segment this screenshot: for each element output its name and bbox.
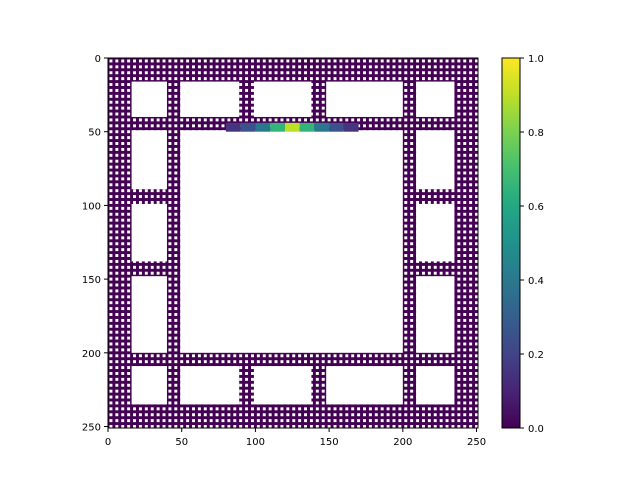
x-tick-label: 250 (467, 437, 486, 448)
hotspot-cell (255, 122, 271, 132)
colorbar-tick-label: 0.6 (528, 202, 544, 213)
x-tick-label: 150 (320, 437, 339, 448)
lattice-band (166, 58, 181, 428)
lattice-band (454, 58, 478, 428)
x-tick-label: 50 (175, 437, 188, 448)
y-tick-label: 100 (82, 201, 101, 212)
lattice-band (407, 261, 478, 277)
hotspot-cell (240, 122, 256, 132)
x-axis: 0 50 100 150 200 250 (105, 428, 486, 448)
heatmap-image (108, 58, 478, 428)
lattice-band (108, 58, 132, 428)
lattice-band (239, 58, 254, 129)
colorbar-tick-label: 0.2 (528, 350, 544, 361)
x-tick-label: 0 (105, 437, 111, 448)
lattice-band (108, 189, 179, 204)
hotspot-cell (299, 122, 315, 132)
y-tick-label: 150 (82, 275, 101, 286)
lattice-band (311, 58, 327, 129)
hotspot-cell (314, 122, 330, 132)
colorbar-tick-label: 1.0 (528, 54, 544, 65)
lattice-band (311, 357, 327, 428)
lattice-band (239, 357, 254, 428)
x-tick-label: 100 (246, 437, 265, 448)
y-tick-label: 250 (82, 423, 101, 434)
x-tick-label: 200 (393, 437, 412, 448)
lattice-band (108, 58, 478, 82)
hotspot-cell (329, 122, 344, 132)
hotspot-cell (270, 122, 285, 132)
y-axis: 0 50 100 150 200 250 (82, 54, 108, 434)
lattice-band (402, 58, 417, 428)
colorbar (501, 57, 521, 429)
y-tick-label: 200 (82, 349, 101, 360)
hotspot-cell (284, 122, 300, 132)
lattice-band (108, 404, 478, 428)
hotspot-cell (225, 122, 241, 132)
y-tick-label: 0 (95, 54, 101, 65)
colorbar-tick-label: 0.8 (528, 128, 544, 139)
plot-frame (107, 57, 479, 429)
hotspot-cell (343, 122, 359, 132)
y-tick-label: 50 (88, 128, 101, 139)
colorbar-tick-label: 0.0 (528, 424, 544, 435)
colorbar-tick-label: 0.4 (528, 276, 544, 287)
lattice-band (407, 189, 478, 204)
colorbar-axis: 0.0 0.2 0.4 0.6 0.8 1.0 (520, 54, 544, 435)
lattice-band (108, 261, 179, 277)
lattice-band (108, 352, 478, 367)
